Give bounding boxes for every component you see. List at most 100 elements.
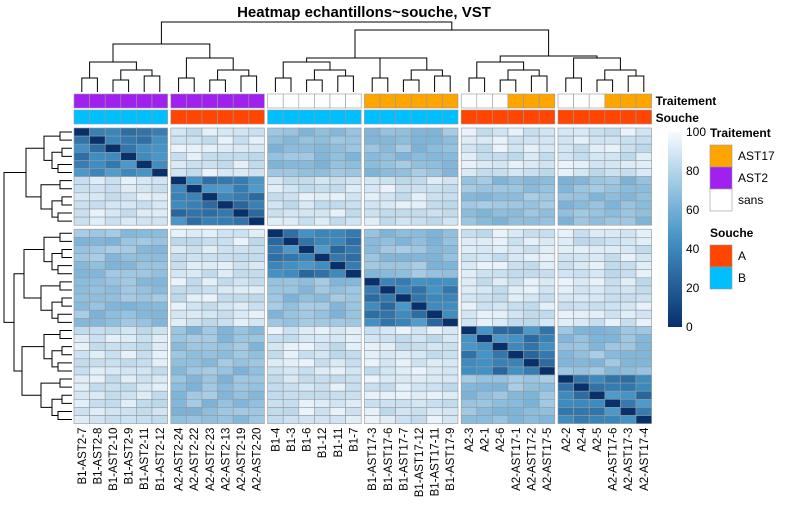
heatmap-cell: [120, 237, 137, 246]
traitement-cell: [73, 93, 90, 109]
heatmap-cell: [73, 216, 90, 226]
heatmap-cell: [248, 277, 265, 287]
heatmap-cell: [186, 415, 203, 424]
heatmap-cell: [170, 261, 187, 271]
traitement-cell: [410, 93, 428, 109]
heatmap-cell: [364, 309, 381, 319]
heatmap-cell: [170, 253, 187, 262]
heatmap-cell: [573, 269, 590, 279]
heatmap-cell: [573, 407, 590, 416]
heatmap-cell: [442, 293, 459, 303]
traitement-cell: [379, 93, 396, 109]
heatmap-cell: [379, 168, 396, 177]
heatmap-cell: [604, 317, 621, 327]
heatmap-cell: [186, 168, 203, 177]
column-label: A2-4: [576, 427, 588, 452]
heatmap-cell: [410, 350, 428, 360]
heatmap-cell: [248, 228, 265, 238]
heatmap-cell: [104, 261, 122, 271]
heatmap-cell: [507, 358, 524, 368]
heatmap-cell: [604, 309, 621, 319]
heatmap-cell: [217, 269, 234, 279]
traitement-cell: [345, 93, 362, 109]
heatmap-cell: [538, 192, 556, 202]
heatmap-cell: [426, 176, 443, 186]
heatmap-cell: [620, 127, 637, 137]
heatmap-cell: [282, 127, 300, 137]
heatmap-cell: [298, 285, 315, 295]
heatmap-cell: [329, 135, 346, 145]
heatmap-cell: [201, 269, 218, 279]
heatmap-cell: [329, 301, 346, 311]
heatmap-cell: [314, 317, 331, 327]
heatmap-cell: [104, 293, 122, 303]
heatmap-cell: [573, 261, 590, 271]
heatmap-cell: [460, 350, 478, 360]
heatmap-cell: [345, 253, 362, 262]
heatmap-cell: [460, 374, 478, 384]
heatmap-cell: [73, 317, 90, 327]
heatmap-cell: [136, 398, 153, 408]
heatmap-cell: [426, 228, 443, 238]
heatmap-cell: [426, 269, 443, 279]
heatmap-cell: [492, 350, 509, 360]
heatmap-cell: [379, 184, 396, 194]
heatmap-cell: [426, 334, 443, 343]
heatmap-cell: [345, 293, 362, 303]
heatmap-cell: [232, 293, 250, 303]
souche-cell: [329, 109, 346, 125]
heatmap-cell: [573, 135, 590, 145]
heatmap-cell: [329, 237, 346, 246]
heatmap-cell: [151, 326, 168, 335]
heatmap-cell: [476, 342, 493, 352]
heatmap-cell: [523, 342, 540, 352]
traitement-cell: [186, 93, 203, 109]
heatmap-cell: [120, 184, 137, 194]
heatmap-cell: [476, 253, 493, 262]
heatmap-cell: [136, 277, 153, 287]
column-label: A2-AST2-20: [252, 428, 264, 491]
heatmap-cell: [492, 160, 509, 169]
heatmap-cell: [136, 293, 153, 303]
heatmap-cell: [136, 127, 153, 137]
heatmap-cell: [73, 261, 90, 271]
heatmap-cell: [345, 208, 362, 218]
heatmap-cell: [620, 301, 637, 311]
heatmap-cell: [557, 200, 574, 210]
heatmap-cell: [151, 407, 168, 416]
heatmap-cell: [104, 135, 122, 145]
heatmap-cell: [329, 350, 346, 360]
heatmap-cell: [604, 253, 621, 262]
heatmap-cell: [557, 415, 574, 424]
heatmap-cell: [267, 253, 284, 262]
heatmap-cell: [282, 342, 300, 352]
heatmap-cell: [217, 390, 234, 400]
heatmap-cell: [201, 334, 218, 343]
heatmap-cell: [364, 245, 381, 254]
heatmap-cell: [460, 253, 478, 262]
heatmap-cell: [620, 342, 637, 352]
heatmap-cell: [426, 261, 443, 271]
heatmap-cell: [620, 160, 637, 169]
heatmap-cell: [314, 160, 331, 169]
heatmap-cell: [314, 261, 331, 271]
dendro-branch: [59, 281, 72, 291]
heatmap-cell: [298, 127, 315, 137]
heatmap-cell: [460, 285, 478, 295]
heatmap-cell: [201, 317, 218, 327]
heatmap-cell: [588, 382, 606, 392]
souche-cell: [573, 109, 590, 125]
heatmap-cell: [588, 261, 606, 271]
heatmap-cell: [573, 366, 590, 376]
heatmap-cell: [379, 152, 396, 161]
heatmap-cell: [410, 143, 428, 153]
heatmap-cell: [364, 135, 381, 145]
heatmap-cell: [282, 277, 300, 287]
heatmap-cell: [507, 415, 524, 424]
heatmap-cell: [89, 200, 106, 210]
heatmap-cell: [201, 200, 218, 210]
heatmap-cell: [620, 176, 637, 186]
column-label: B1-7: [348, 428, 360, 452]
heatmap-cell: [442, 184, 459, 194]
